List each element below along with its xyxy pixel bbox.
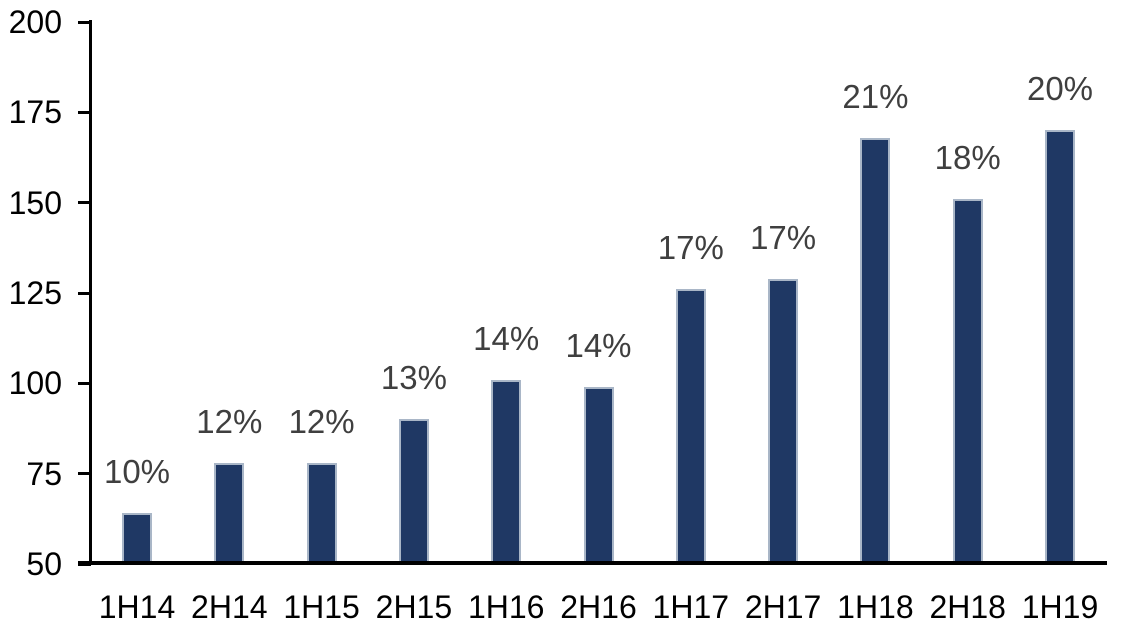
bar-2H16 [583,386,614,564]
bar-1H19 [1045,130,1075,564]
data-label-2H16: 14% [565,326,632,364]
y-axis-tick-label: 100 [8,365,62,402]
x-axis-label-1H17: 1H17 [652,589,730,625]
bar-2H14 [214,462,245,564]
y-axis-tick [78,381,91,385]
bar-2H18 [952,199,983,564]
data-label-1H14: 10% [103,453,171,491]
y-axis-tick-label: 75 [26,455,62,492]
data-label-1H17: 17% [657,229,724,267]
y-axis-tick [78,291,91,295]
y-axis-tick [78,20,91,24]
y-axis-tick-label: 175 [8,94,62,131]
x-axis-label-1H14: 1H14 [98,589,176,625]
bar-2H17 [768,278,799,564]
data-label-1H16: 14% [473,319,540,357]
x-axis-label-1H19: 1H19 [1021,589,1099,625]
data-label-1H15: 12% [288,402,355,440]
x-axis-label-2H14: 2H14 [191,589,268,625]
y-axis-tick-label: 150 [8,184,62,221]
x-axis-label-1H16: 1H16 [467,589,545,625]
x-axis-label-2H17: 2H17 [744,589,822,625]
y-axis-tick-label: 50 [26,546,62,582]
bar-1H17 [675,289,706,564]
y-axis-tick [78,201,91,205]
y-axis-tick-label: 125 [8,275,62,311]
data-label-1H19: 20% [1026,70,1094,108]
x-axis-label-2H15: 2H15 [375,589,453,625]
y-axis-tick [78,110,91,114]
y-axis-tick [78,562,91,566]
y-axis-tick [78,472,91,476]
bar-2H15 [398,419,429,564]
data-label-1H18: 21% [842,77,909,115]
x-axis-label-1H18: 1H18 [837,589,914,625]
y-axis-tick-label: 200 [8,4,62,40]
bar-1H14 [122,513,152,564]
x-axis-label-2H16: 2H16 [560,589,637,625]
data-label-2H17: 17% [750,218,817,256]
bar-1H16 [491,379,522,564]
x-axis-line [78,561,1107,565]
x-axis-label-2H18: 2H18 [929,589,1006,625]
x-axis-label-1H15: 1H15 [283,589,360,625]
data-label-2H18: 18% [934,139,1001,177]
data-label-2H15: 13% [380,359,447,397]
bar-1H15 [306,462,337,564]
data-label-2H14: 12% [196,402,263,440]
bar-1H18 [860,137,891,564]
